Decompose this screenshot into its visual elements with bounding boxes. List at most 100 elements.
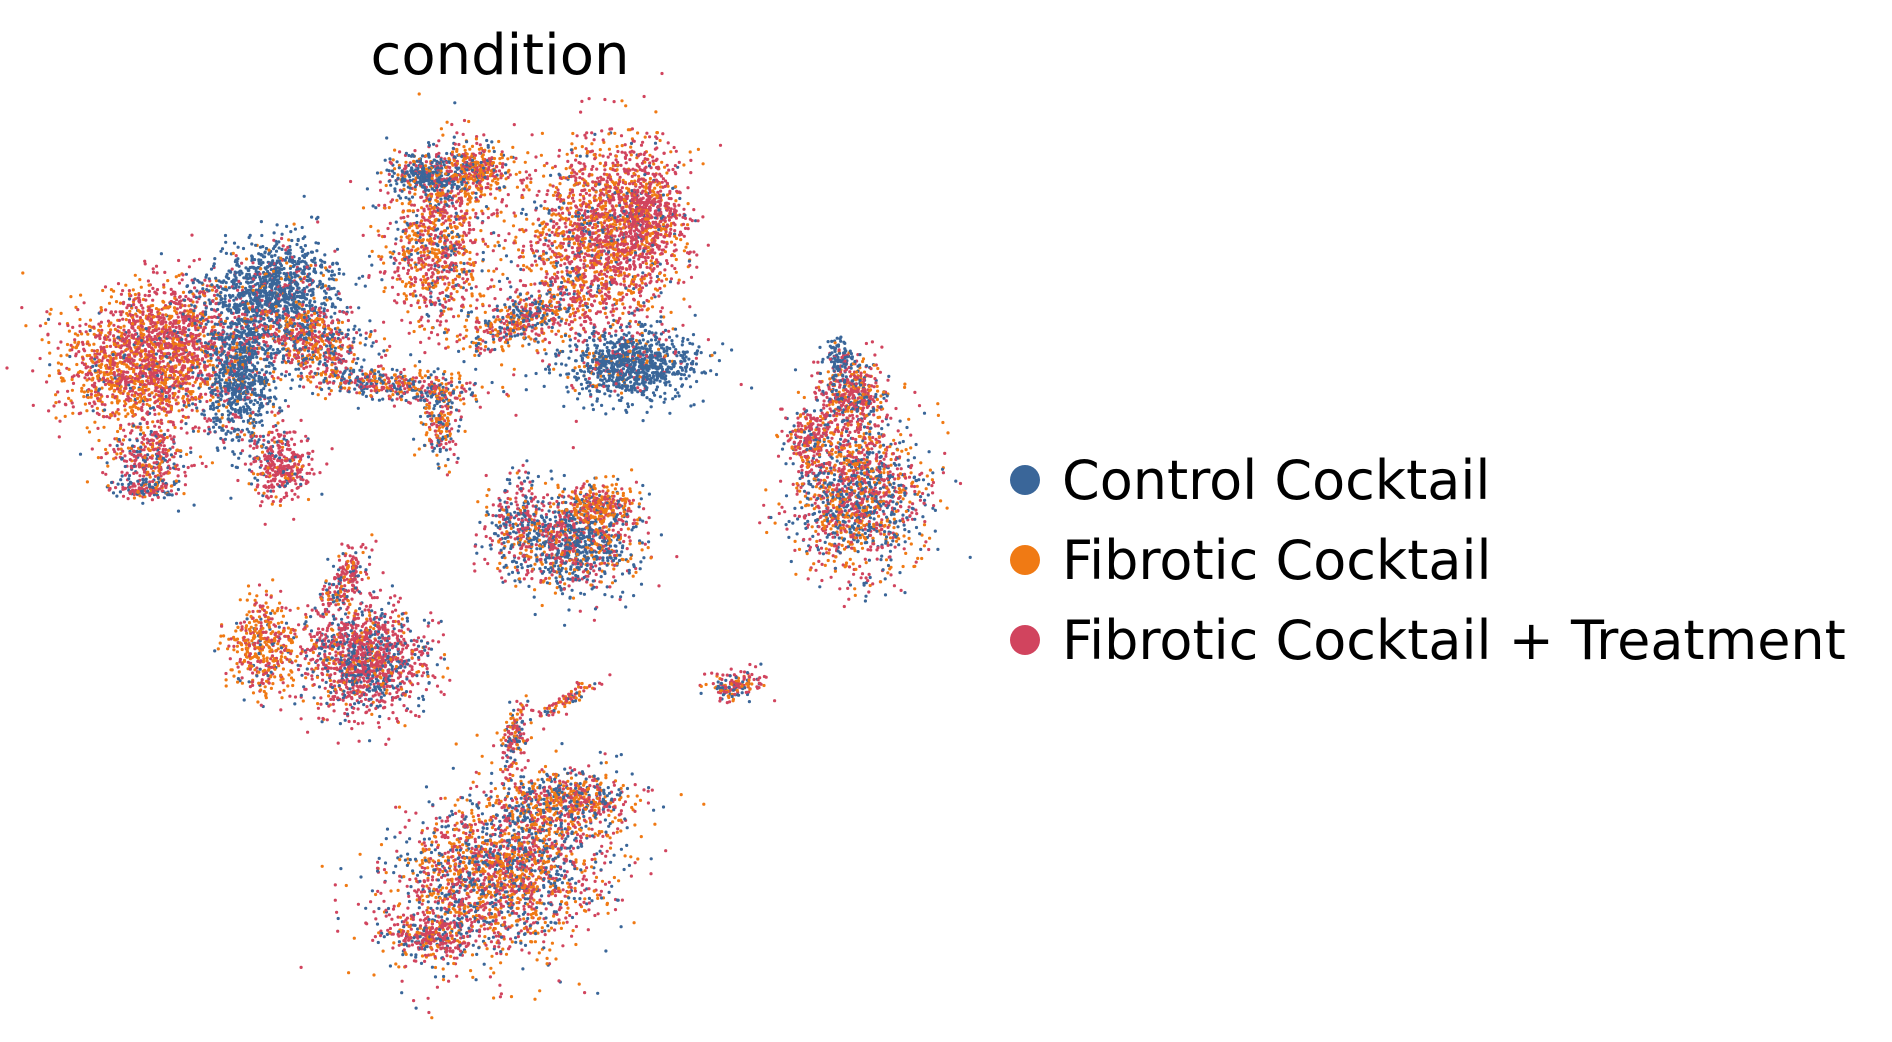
scatter-point	[128, 340, 132, 345]
scatter-point	[243, 433, 247, 437]
scatter-point	[245, 411, 249, 415]
scatter-point	[267, 252, 271, 256]
scatter-point	[119, 478, 123, 482]
scatter-point	[289, 279, 293, 283]
scatter-point	[275, 327, 279, 331]
scatter-point	[223, 297, 227, 301]
scatter-point	[178, 327, 182, 331]
scatter-point	[139, 324, 143, 328]
scatter-point	[117, 368, 121, 372]
scatter-point	[31, 403, 35, 407]
scatter-point	[194, 354, 198, 358]
scatter-point	[184, 348, 188, 352]
scatter-point	[252, 424, 256, 428]
scatter-point	[279, 256, 283, 260]
scatter-point	[89, 371, 93, 375]
scatter-point	[275, 223, 279, 227]
scatter-point	[120, 470, 124, 474]
scatter-point	[119, 292, 123, 296]
scatter-point	[162, 332, 166, 337]
scatter-point	[137, 293, 141, 297]
scatter-point	[141, 463, 145, 467]
scatter-point	[176, 302, 180, 306]
scatter-point	[245, 409, 249, 413]
scatter-point	[197, 333, 201, 337]
scatter-point	[254, 243, 258, 247]
scatter-point	[248, 285, 252, 289]
scatter-point	[127, 358, 132, 362]
scatter-point	[113, 395, 117, 399]
scatter-point	[137, 465, 142, 469]
scatter-point	[189, 450, 193, 454]
scatter-point	[184, 294, 188, 299]
scatter-point	[273, 331, 277, 335]
scatter-point	[120, 456, 124, 460]
scatter-point	[160, 421, 164, 425]
scatter-point	[149, 310, 153, 314]
scatter-point	[333, 311, 337, 315]
scatter-point	[130, 466, 134, 470]
scatter-point	[213, 351, 217, 355]
scatter-point	[203, 341, 208, 345]
scatter-point	[252, 323, 257, 327]
scatter-point	[139, 445, 143, 449]
scatter-point	[176, 509, 181, 513]
scatter-point	[113, 339, 117, 343]
scatter-point	[182, 464, 186, 468]
scatter-point	[121, 317, 125, 321]
scatter-point	[191, 426, 195, 431]
scatter-point	[143, 398, 147, 402]
scatter-point	[208, 301, 212, 305]
scatter-point	[205, 364, 210, 368]
scatter-point	[302, 194, 306, 198]
scatter-point	[164, 394, 168, 399]
scatter-point	[272, 379, 276, 384]
scatter-point	[231, 282, 236, 286]
scatter-point	[307, 332, 311, 336]
scatter-point	[159, 322, 163, 326]
scatter-point	[200, 344, 204, 348]
scatter-point	[248, 373, 252, 377]
scatter-point	[101, 471, 105, 475]
scatter-point	[202, 360, 207, 364]
scatter-point	[245, 276, 249, 280]
scatter-point	[132, 403, 136, 407]
scatter-point	[296, 267, 300, 271]
scatter-point	[277, 246, 281, 250]
scatter-point	[222, 440, 226, 445]
scatter-point	[284, 248, 288, 252]
scatter-point	[142, 448, 146, 452]
scatter-point	[296, 351, 301, 355]
scatter-point	[338, 338, 342, 342]
scatter-point	[141, 436, 145, 440]
scatter-point	[221, 330, 225, 334]
scatter-point	[100, 359, 104, 363]
scatter-point	[338, 309, 342, 314]
scatter-point	[224, 281, 228, 285]
scatter-point	[107, 301, 112, 305]
scatter-point	[82, 390, 86, 394]
scatter-point	[218, 358, 222, 363]
scatter-point	[251, 332, 255, 336]
scatter-point	[254, 305, 258, 310]
scatter-point	[250, 348, 254, 353]
scatter-point	[288, 257, 292, 261]
scatter-point	[127, 303, 131, 307]
scatter-point	[248, 407, 252, 412]
scatter-point	[179, 449, 183, 453]
scatter-point	[98, 352, 102, 356]
scatter-point	[121, 337, 125, 341]
scatter-point	[373, 329, 377, 333]
scatter-point	[132, 413, 136, 417]
scatter-point	[91, 364, 95, 368]
scatter-point	[211, 407, 215, 411]
scatter-point	[253, 379, 257, 383]
scatter-point	[219, 368, 223, 372]
scatter-point	[117, 412, 121, 416]
scatter-point	[140, 486, 144, 491]
scatter-point	[254, 352, 258, 356]
scatter-point	[309, 250, 314, 254]
scatter-point	[24, 324, 28, 328]
scatter-point	[185, 431, 189, 435]
scatter-point	[232, 241, 237, 245]
